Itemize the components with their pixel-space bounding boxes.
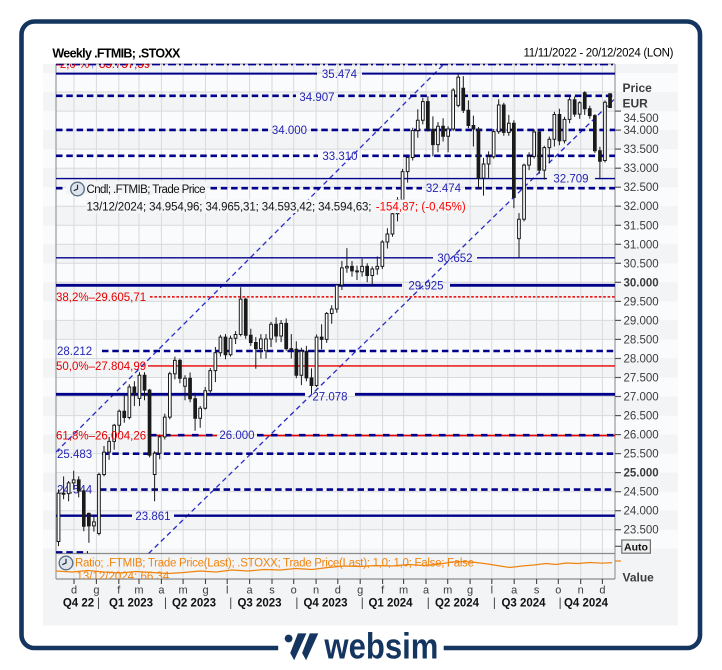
- svg-text:|: |: [164, 598, 167, 610]
- svg-text:25.000: 25.000: [624, 468, 659, 480]
- svg-text:13/12/2024; 34.954,96; 34.965,: 13/12/2024; 34.954,96; 34.965,31; 34.593…: [87, 202, 372, 214]
- svg-text:23.861: 23.861: [135, 511, 170, 523]
- svg-text:61,8%–26.004,26: 61,8%–26.004,26: [56, 430, 146, 442]
- svg-text:g: g: [467, 585, 473, 597]
- svg-text:26.000: 26.000: [624, 430, 659, 442]
- svg-text:|: |: [229, 598, 232, 610]
- svg-text:EUR: EUR: [623, 97, 649, 111]
- svg-text:29.500: 29.500: [624, 296, 659, 308]
- svg-text:Value: Value: [623, 571, 655, 585]
- svg-text:35.474: 35.474: [322, 69, 358, 81]
- svg-text:25.500: 25.500: [624, 449, 659, 461]
- svg-text:13/12/2024; 66,34: 13/12/2024; 66,34: [77, 571, 170, 583]
- svg-text:31.000: 31.000: [624, 239, 659, 251]
- svg-text:n: n: [578, 585, 584, 597]
- svg-text:34.500: 34.500: [624, 113, 659, 125]
- svg-text:Q1 2024: Q1 2024: [368, 598, 413, 610]
- svg-text:30.652: 30.652: [437, 253, 472, 265]
- svg-text:35.737,39: 35.737,39: [99, 59, 150, 71]
- svg-text:|: |: [559, 598, 562, 610]
- svg-text:Q2 2023: Q2 2023: [172, 598, 216, 610]
- svg-text:25.483: 25.483: [57, 449, 92, 461]
- svg-text:d: d: [335, 585, 341, 597]
- svg-text:l: l: [226, 585, 228, 597]
- svg-text:31.500: 31.500: [624, 220, 659, 232]
- svg-text:m: m: [399, 585, 408, 597]
- svg-text:s: s: [534, 585, 540, 597]
- svg-text:|: |: [361, 598, 364, 610]
- svg-text:33.000: 33.000: [624, 163, 659, 175]
- svg-text:Q2 2024: Q2 2024: [435, 598, 480, 610]
- svg-text:27.500: 27.500: [624, 373, 659, 385]
- svg-text:g: g: [357, 585, 363, 597]
- svg-text:Weekly .FTMIB; .STOXX: Weekly .FTMIB; .STOXX: [52, 47, 181, 61]
- svg-text:Q4 2023: Q4 2023: [303, 598, 347, 610]
- svg-text:34.000: 34.000: [272, 125, 307, 137]
- svg-text:32.000: 32.000: [624, 201, 659, 213]
- svg-text:a: a: [511, 585, 518, 597]
- svg-text:n: n: [313, 585, 319, 597]
- svg-text:24.544: 24.544: [57, 485, 93, 497]
- svg-text:50,0%–27.804,99: 50,0%–27.804,99: [56, 361, 146, 373]
- svg-text:30.500: 30.500: [624, 258, 659, 270]
- svg-text:38,2%–29.605,71: 38,2%–29.605,71: [56, 292, 146, 304]
- svg-text:a: a: [423, 585, 430, 597]
- svg-text:26.500: 26.500: [624, 411, 659, 423]
- svg-text:d: d: [71, 585, 77, 597]
- svg-text:24.000: 24.000: [624, 506, 659, 518]
- svg-text:28.000: 28.000: [624, 354, 659, 366]
- svg-text:27.078: 27.078: [312, 391, 347, 403]
- svg-text:d: d: [599, 585, 605, 597]
- svg-text:Q3 2023: Q3 2023: [237, 598, 281, 610]
- svg-text:|: |: [427, 598, 430, 610]
- svg-text:-2,0 %: -2,0 %: [56, 59, 89, 71]
- svg-text:29.000: 29.000: [624, 315, 659, 327]
- svg-text:27.000: 27.000: [624, 392, 659, 404]
- svg-text:Ratio; .FTMIB; Trade Price(Las: Ratio; .FTMIB; Trade Price(Last); .STOXX…: [75, 558, 474, 570]
- svg-text:24.500: 24.500: [624, 487, 659, 499]
- svg-text:f: f: [117, 585, 121, 597]
- svg-text:Price: Price: [623, 81, 653, 95]
- svg-text:websim: websim: [324, 625, 439, 666]
- svg-text:Q3 2024: Q3 2024: [501, 598, 546, 610]
- svg-text:Q1 2023: Q1 2023: [109, 598, 153, 610]
- svg-text:m: m: [443, 585, 452, 597]
- svg-text:a: a: [247, 585, 254, 597]
- svg-text:Q4 2024: Q4 2024: [564, 598, 609, 610]
- svg-text:33.500: 33.500: [624, 144, 659, 156]
- svg-text:|: |: [295, 598, 298, 610]
- svg-text:34.907: 34.907: [299, 92, 334, 104]
- svg-text:30.000: 30.000: [624, 277, 659, 289]
- svg-text:a: a: [158, 585, 165, 597]
- svg-text:↑: ↑: [90, 59, 96, 71]
- svg-text:29.925: 29.925: [408, 280, 443, 292]
- svg-text:f: f: [381, 585, 385, 597]
- svg-text:33.310: 33.310: [322, 151, 357, 163]
- svg-text:s: s: [269, 585, 275, 597]
- svg-text:34.000: 34.000: [624, 125, 659, 137]
- svg-text:28.500: 28.500: [624, 334, 659, 346]
- svg-text:|: |: [493, 598, 496, 610]
- svg-text:32.474: 32.474: [426, 183, 462, 195]
- svg-text:|: |: [97, 598, 100, 610]
- svg-text:m: m: [134, 585, 143, 597]
- svg-text:Cndl; .FTMIB; Trade Price: Cndl; .FTMIB; Trade Price: [87, 184, 206, 196]
- svg-text:28.212: 28.212: [57, 346, 92, 358]
- svg-text:g: g: [93, 585, 99, 597]
- svg-text:o: o: [555, 585, 561, 597]
- svg-text:m: m: [179, 585, 188, 597]
- svg-text:32.709: 32.709: [553, 174, 588, 186]
- svg-text:11/11/2022 - 20/12/2024 (LON): 11/11/2022 - 20/12/2024 (LON): [524, 48, 674, 60]
- svg-text:Q4 22: Q4 22: [63, 598, 94, 610]
- svg-text:Auto: Auto: [624, 541, 648, 553]
- svg-text:g: g: [202, 585, 208, 597]
- svg-text:32.500: 32.500: [624, 182, 659, 194]
- svg-text:o: o: [291, 585, 297, 597]
- svg-text:23.500: 23.500: [624, 525, 659, 537]
- svg-text:l: l: [491, 585, 493, 597]
- svg-text:-154,87; (-0,45%): -154,87; (-0,45%): [376, 202, 466, 214]
- svg-text:26.000: 26.000: [219, 430, 254, 442]
